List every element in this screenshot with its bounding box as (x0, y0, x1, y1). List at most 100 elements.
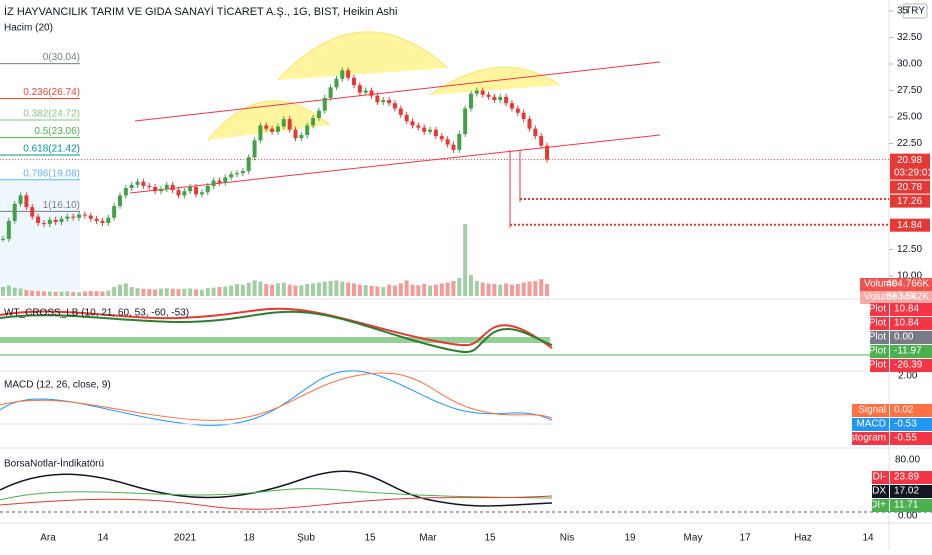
candle (509, 103, 514, 109)
candle (439, 136, 444, 140)
x-tick-label: 17 (739, 533, 751, 544)
volume-bar (47, 291, 52, 296)
volume-bar (328, 281, 333, 296)
candle (194, 186, 199, 195)
indicator-name: Plot (869, 360, 886, 371)
volume-bar (346, 282, 351, 296)
indicator-name-box (870, 303, 889, 316)
x-tick-label: Haz (794, 533, 812, 544)
volume-bar (112, 287, 117, 296)
volume-bar (30, 290, 35, 296)
volume-bar (129, 287, 134, 296)
volume-bar (504, 283, 509, 296)
indicator-value: 10.84 (894, 318, 919, 329)
y-tick-label: 25.00 (897, 112, 922, 123)
candle (463, 108, 468, 134)
candle (469, 93, 473, 109)
currency-box[interactable] (902, 3, 928, 19)
volume-bar (59, 291, 64, 296)
volume-bar (334, 280, 339, 296)
candle (270, 128, 275, 132)
candle (545, 145, 550, 160)
price-marker-label: 14.84 (897, 220, 922, 231)
indicator-value: -0.53 (894, 419, 917, 430)
volume-bar (416, 285, 421, 296)
volume-bar (486, 283, 491, 296)
volume-bar (293, 285, 298, 296)
volume-bar (387, 284, 392, 296)
volume-bar (240, 284, 245, 296)
indicator-value: -26.39 (894, 360, 923, 371)
volume-bar (404, 280, 409, 296)
volume-bar (439, 283, 444, 296)
x-tick-label: Ara (40, 533, 56, 544)
fib-label: 0.786(19.08) (23, 168, 80, 179)
volume-bar (410, 284, 415, 296)
candle (428, 129, 433, 132)
volume-bar (94, 291, 99, 296)
volume-label-name: Volume MA (864, 292, 915, 303)
volume-bar (229, 285, 234, 296)
candle (246, 157, 251, 172)
candle (480, 90, 485, 95)
candle (340, 70, 345, 79)
candle (334, 78, 339, 88)
indicator-name-box (852, 418, 889, 431)
currency[interactable]: TRY (905, 6, 925, 17)
indicator-name: Signal (858, 405, 886, 416)
volume-bar (182, 288, 187, 296)
fib-label: 0(30.04) (43, 52, 80, 63)
volume-bar (545, 283, 550, 296)
y-tick-label: 30.00 (897, 59, 922, 70)
indicator-value-box (890, 303, 932, 316)
macd-title: MACD (12, 26, close, 9) (4, 380, 111, 391)
candle (217, 180, 222, 183)
volume-bar (223, 286, 228, 296)
candle (293, 129, 298, 139)
volume-bar (363, 285, 368, 296)
candle (492, 96, 497, 101)
indicator-name-box (852, 404, 889, 417)
candle (392, 103, 397, 109)
y-tick-label: 10.00 (897, 271, 922, 282)
candle (141, 181, 146, 186)
volume-bar (422, 284, 427, 296)
volume-bar (381, 287, 386, 296)
volume-bar (474, 281, 479, 296)
candle (375, 95, 380, 103)
volume-bar (433, 284, 438, 296)
indicator-value: -0.55 (894, 433, 917, 444)
fib-label: 0.618(21.42) (23, 144, 80, 155)
volume-bar (369, 285, 374, 296)
x-tick-label: Şub (297, 533, 315, 544)
indicator-value-box (890, 404, 932, 417)
volume-bar (492, 284, 497, 296)
volume-bar (275, 283, 280, 296)
candle (316, 110, 321, 119)
indicator-value: 17.02 (894, 486, 919, 497)
indicator-value: 0.02 (894, 405, 914, 416)
candle (527, 119, 532, 129)
candle (223, 177, 228, 183)
y-tick-label: 22.50 (897, 138, 922, 149)
candle (164, 184, 169, 190)
candle (100, 220, 105, 223)
volume-bar (235, 284, 239, 296)
volume-bar (322, 281, 327, 296)
candle (135, 181, 140, 185)
volume-label-name: Volume (864, 279, 898, 290)
volume-bar (451, 281, 456, 296)
indicator-name: Histogram (840, 433, 886, 444)
borsa-indicator (0, 470, 932, 513)
x-tick-label: May (684, 533, 703, 544)
indicator-value: -11.97 (894, 346, 922, 357)
indicator-name: DI- (873, 472, 886, 483)
volume-label-value: 404.766K (886, 279, 929, 290)
volume-bar (153, 289, 158, 296)
indicator-value-box (890, 359, 932, 372)
candle (521, 112, 526, 120)
volume-bar (457, 278, 462, 296)
indicator-value-box (890, 432, 932, 445)
